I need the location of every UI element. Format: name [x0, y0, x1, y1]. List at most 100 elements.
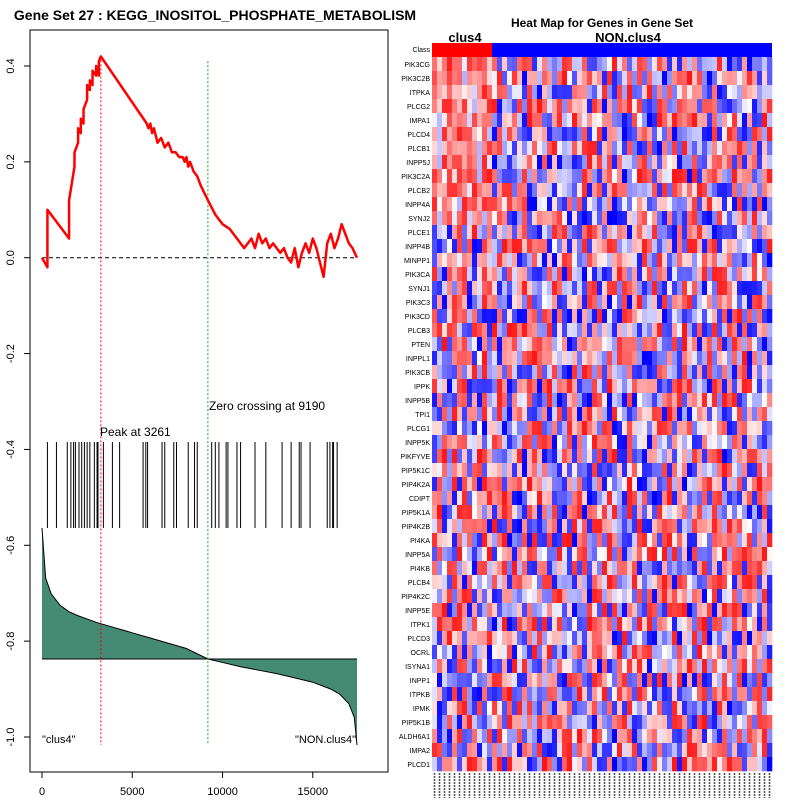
heat-cell — [612, 407, 618, 422]
heat-cell — [592, 421, 598, 436]
heat-cell — [692, 463, 698, 478]
heat-cell — [727, 421, 733, 436]
heat-cell — [612, 183, 618, 198]
heat-cell — [592, 645, 598, 660]
heat-cell — [667, 561, 673, 576]
heat-cell — [712, 547, 718, 562]
es-curve — [40, 55, 359, 279]
heat-cell — [677, 323, 683, 338]
heat-cell — [532, 477, 538, 492]
heat-cell — [457, 71, 463, 86]
heat-cell — [542, 603, 548, 618]
heat-cell — [692, 197, 698, 212]
gene-label: PTEN — [411, 342, 430, 349]
heat-cell — [602, 85, 608, 100]
heat-cell — [707, 715, 713, 730]
heat-cell — [467, 57, 473, 72]
heat-cell — [697, 57, 703, 72]
heat-cell — [737, 71, 743, 86]
heat-cell — [557, 617, 563, 632]
heat-cell — [672, 197, 678, 212]
heat-cell — [647, 477, 653, 492]
heat-cell — [552, 225, 558, 240]
heat-cell — [542, 211, 548, 226]
heat-cell — [632, 519, 638, 534]
heat-cell — [562, 169, 568, 184]
heat-cell — [682, 477, 688, 492]
heat-cell — [702, 295, 708, 310]
heat-cell — [697, 491, 703, 506]
heat-cell — [552, 715, 558, 730]
heat-cell — [432, 141, 438, 156]
heat-cell — [702, 631, 708, 646]
heat-cell — [482, 617, 488, 632]
heat-cell — [667, 323, 673, 338]
heat-cell — [592, 589, 598, 604]
heat-cell — [697, 435, 703, 450]
heat-cell — [762, 603, 768, 618]
heat-cell — [442, 435, 448, 450]
heat-cell — [742, 631, 748, 646]
heat-cell — [592, 253, 598, 268]
heat-cell — [767, 239, 773, 254]
heat-cell — [582, 183, 588, 198]
heat-cell — [602, 253, 608, 268]
heat-cell — [542, 687, 548, 702]
heat-cell — [487, 85, 493, 100]
heat-cell — [492, 421, 498, 436]
heat-cell — [527, 561, 533, 576]
heat-cell — [717, 365, 723, 380]
heat-cell — [722, 491, 728, 506]
heat-cell — [617, 85, 623, 100]
heat-cell — [657, 225, 663, 240]
heat-cell — [637, 435, 643, 450]
heat-cell — [657, 197, 663, 212]
heat-cell — [532, 617, 538, 632]
heat-cell — [532, 547, 538, 562]
heat-cell — [662, 701, 668, 716]
heat-cell — [737, 211, 743, 226]
heat-cell — [737, 393, 743, 408]
heat-cell — [462, 127, 468, 142]
heat-cell — [537, 127, 543, 142]
heat-cell — [752, 687, 758, 702]
heat-cell — [507, 407, 513, 422]
heat-cell — [502, 141, 508, 156]
heat-cell — [487, 561, 493, 576]
heat-cell — [637, 113, 643, 128]
heat-cell — [482, 547, 488, 562]
heat-cell — [747, 589, 753, 604]
heat-cell — [727, 295, 733, 310]
heat-cell — [652, 379, 658, 394]
heat-cell — [697, 463, 703, 478]
heat-cell — [617, 225, 623, 240]
heat-cell — [717, 729, 723, 744]
heat-cell — [577, 99, 583, 114]
gene-label: PIKFYVE — [400, 454, 430, 461]
heat-cell — [737, 743, 743, 758]
heat-cell — [672, 253, 678, 268]
heat-cell — [757, 533, 763, 548]
heat-cell — [562, 687, 568, 702]
heat-cell — [587, 295, 593, 310]
heat-cell — [632, 57, 638, 72]
heat-cell — [637, 337, 643, 352]
heat-cell — [717, 99, 723, 114]
heat-cell — [587, 603, 593, 618]
heat-cell — [607, 351, 613, 366]
heat-cell — [527, 253, 533, 268]
heat-cell — [542, 477, 548, 492]
heat-cell — [522, 197, 528, 212]
heat-cell — [442, 421, 448, 436]
heat-cell — [682, 519, 688, 534]
heat-cell — [592, 435, 598, 450]
heat-cell — [627, 393, 633, 408]
heat-cell — [572, 645, 578, 660]
heat-cell — [622, 519, 628, 534]
heat-cell — [582, 253, 588, 268]
heat-cell — [542, 71, 548, 86]
heat-cell — [587, 463, 593, 478]
heat-cell — [477, 547, 483, 562]
heat-cell — [452, 631, 458, 646]
heat-cell — [557, 309, 563, 324]
